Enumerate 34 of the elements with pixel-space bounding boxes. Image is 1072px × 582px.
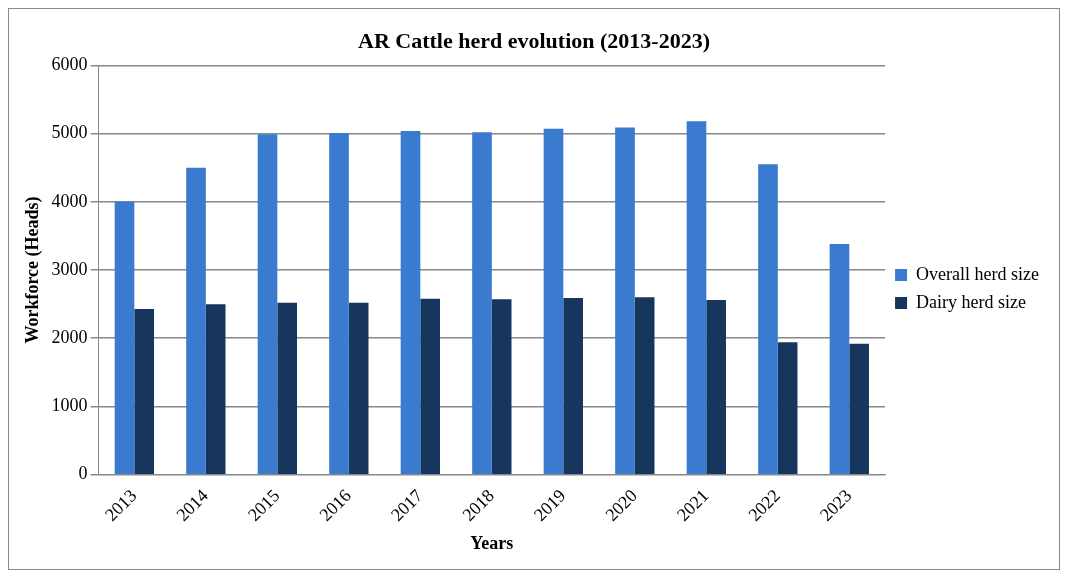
bar xyxy=(686,121,707,474)
y-tick-label: 0 xyxy=(78,463,88,484)
bar xyxy=(491,299,512,474)
y-tick-label: 2000 xyxy=(51,326,88,347)
bar xyxy=(348,302,369,474)
y-tick-label: 5000 xyxy=(51,122,88,143)
bar xyxy=(777,342,798,474)
y-tick-label: 4000 xyxy=(51,190,88,211)
bar xyxy=(329,132,349,474)
bar xyxy=(706,300,726,474)
bar xyxy=(277,302,297,474)
y-axis-title: Workforce (Heads) xyxy=(22,196,44,344)
bar xyxy=(472,132,492,474)
bar xyxy=(615,127,635,474)
bar xyxy=(543,128,564,474)
bar xyxy=(257,134,278,474)
y-tick-label: 6000 xyxy=(51,54,88,75)
bar xyxy=(829,244,850,474)
legend-label: Overall herd size xyxy=(916,263,1040,284)
bar xyxy=(186,167,206,474)
bar xyxy=(400,130,421,474)
bar xyxy=(563,298,583,474)
bar xyxy=(758,164,778,474)
bar xyxy=(134,308,155,474)
bar xyxy=(205,304,226,474)
y-tick-label: 1000 xyxy=(51,395,88,416)
bar xyxy=(420,298,440,474)
y-tick-label: 3000 xyxy=(51,258,88,279)
bar xyxy=(849,343,869,474)
x-axis-title: Years xyxy=(470,532,514,553)
bar xyxy=(634,297,655,474)
chart-title: AR Cattle herd evolution (2013-2023) xyxy=(358,27,710,53)
legend-label: Dairy herd size xyxy=(916,291,1027,312)
bar xyxy=(114,201,135,474)
